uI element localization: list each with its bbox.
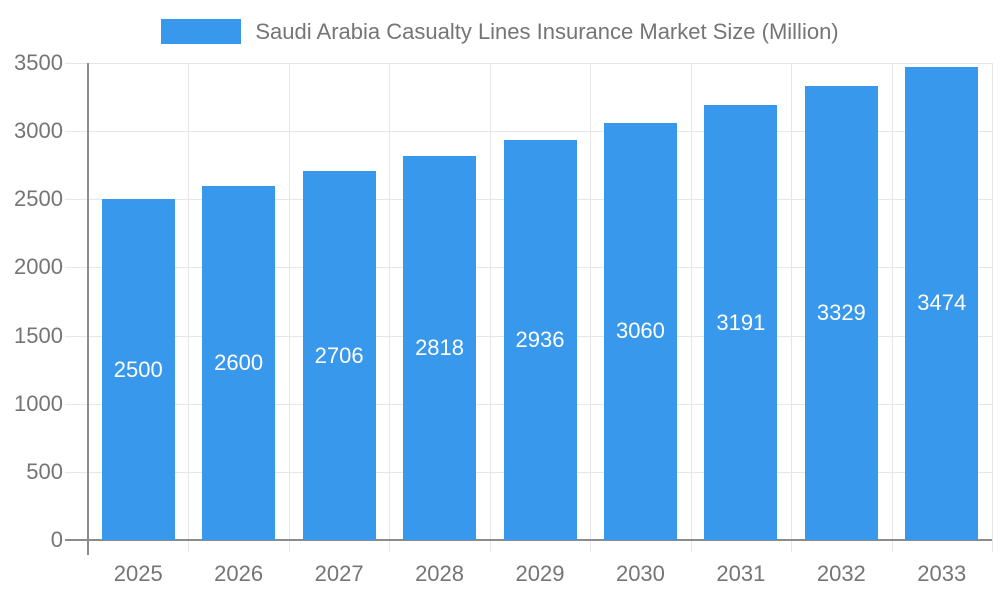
- legend-label: Saudi Arabia Casualty Lines Insurance Ma…: [255, 18, 839, 44]
- x-axis-tick-label: 2031: [716, 561, 766, 586]
- x-axis-tick-label: 2027: [314, 561, 364, 586]
- bar-2028[interactable]: [403, 155, 477, 540]
- y-axis-line: [87, 63, 89, 555]
- v-gridline: [489, 63, 491, 552]
- v-gridline: [791, 63, 793, 552]
- v-gridline: [992, 63, 993, 552]
- bar-2031[interactable]: [704, 105, 778, 540]
- x-axis-tick-label: 2029: [515, 561, 565, 586]
- y-axis-tick-label: 0: [50, 527, 63, 552]
- legend-swatch-icon: [161, 18, 242, 44]
- y-axis-tick-label: 2500: [14, 186, 63, 212]
- h-gridline: [65, 63, 992, 64]
- bar-2026[interactable]: [202, 185, 276, 540]
- v-gridline: [891, 63, 893, 552]
- y-axis-tick-label: 1000: [14, 390, 63, 416]
- bar-value-label: 3329: [816, 300, 866, 326]
- x-axis-tick-label: 2033: [917, 561, 967, 586]
- y-axis-tick-label: 3500: [14, 50, 63, 75]
- h-gridline: [65, 131, 992, 133]
- bar-value-label: 3060: [615, 318, 665, 344]
- bar-value-label: 3474: [917, 290, 967, 316]
- bar-value-label: 2600: [214, 349, 264, 375]
- bar-2029[interactable]: [503, 139, 577, 540]
- v-gridline: [590, 63, 592, 552]
- bar-2032[interactable]: [804, 86, 878, 540]
- y-axis-tick-label: 500: [26, 458, 63, 484]
- bar-value-label: 3191: [716, 309, 766, 335]
- bar-2033[interactable]: [905, 66, 979, 540]
- bar-2030[interactable]: [603, 122, 677, 540]
- x-axis-tick-label: 2028: [415, 561, 465, 586]
- v-gridline: [188, 63, 190, 552]
- v-gridline: [690, 63, 692, 552]
- x-axis-tick-label: 2025: [113, 561, 163, 586]
- v-gridline: [389, 63, 391, 552]
- chart-legend[interactable]: Saudi Arabia Casualty Lines Insurance Ma…: [0, 14, 1000, 48]
- bar-2025[interactable]: [101, 199, 175, 540]
- bar-value-label: 2818: [415, 334, 465, 360]
- bar-value-label: 2936: [515, 326, 565, 352]
- x-axis-tick-label: 2032: [816, 561, 866, 586]
- x-axis-tick-label: 2030: [615, 561, 665, 586]
- bar-value-label: 2500: [113, 356, 163, 382]
- bar-2027[interactable]: [302, 171, 376, 540]
- x-axis-line: [65, 539, 992, 541]
- y-axis-tick-label: 3000: [14, 118, 63, 144]
- x-axis-tick-label: 2026: [214, 561, 264, 586]
- bar-value-label: 2706: [314, 342, 364, 368]
- v-gridline: [288, 63, 290, 552]
- y-axis-tick-label: 1500: [14, 322, 63, 348]
- y-axis-tick-label: 2000: [14, 254, 63, 280]
